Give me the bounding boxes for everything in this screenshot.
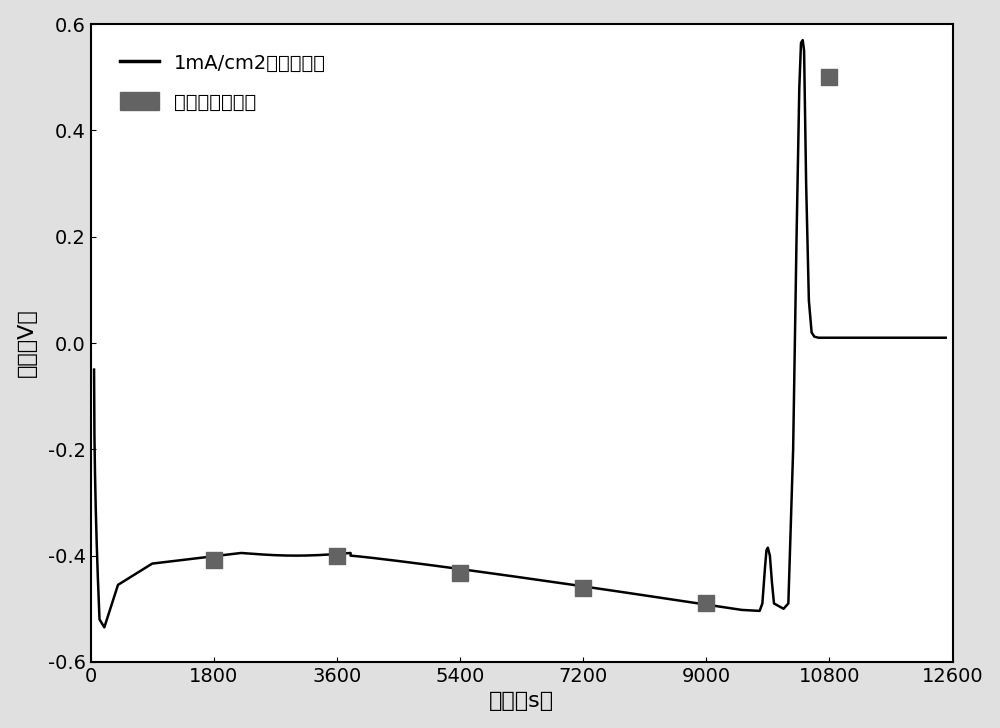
1mA/cm2恒流充放电 <box>196 553 208 562</box>
Legend: 1mA/cm2恒流充放电, 半小时取一个点: 1mA/cm2恒流充放电, 半小时取一个点 <box>100 34 346 131</box>
1mA/cm2恒流充放电 <box>332 550 344 558</box>
1mA/cm2恒流充放电 <box>940 333 952 342</box>
1mA/cm2恒流充放电 <box>797 36 809 44</box>
半小时取一个点 <box>821 71 837 83</box>
Line: 1mA/cm2恒流充放电: 1mA/cm2恒流充放电 <box>94 40 946 628</box>
半小时取一个点 <box>575 582 591 593</box>
1mA/cm2恒流充放电 <box>746 606 758 615</box>
Y-axis label: 电压（V）: 电压（V） <box>17 309 37 377</box>
半小时取一个点 <box>206 554 222 566</box>
X-axis label: 时间（s）: 时间（s） <box>489 692 554 711</box>
1mA/cm2恒流充放电 <box>698 600 710 609</box>
1mA/cm2恒流充放电 <box>88 365 100 374</box>
1mA/cm2恒流充放电 <box>418 560 430 569</box>
1mA/cm2恒流充放电 <box>712 602 724 611</box>
半小时取一个点 <box>329 550 345 561</box>
半小时取一个点 <box>698 598 714 609</box>
半小时取一个点 <box>452 567 468 579</box>
1mA/cm2恒流充放电 <box>98 623 110 632</box>
